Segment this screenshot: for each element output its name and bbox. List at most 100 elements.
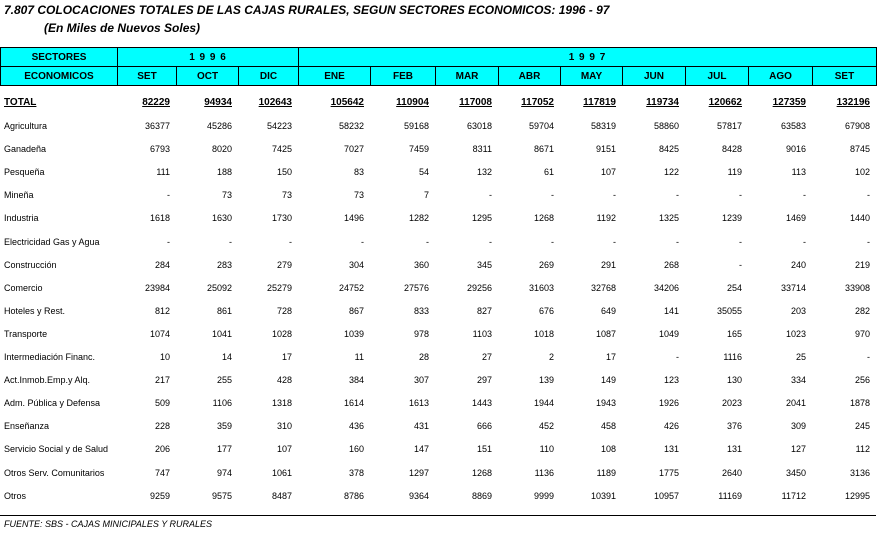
stub-header: ECONOMICOS	[0, 66, 118, 86]
value-cell: 36377	[144, 121, 170, 131]
value-cell: 108	[600, 444, 616, 455]
stub-header: SECTORES	[0, 47, 118, 67]
value-cell: 54	[418, 167, 429, 178]
value-cell: 82229	[142, 97, 170, 108]
value-cell: 676	[538, 305, 554, 316]
value-cell: 25279	[266, 282, 292, 293]
value-cell: -	[426, 236, 429, 247]
value-cell: 509	[154, 398, 170, 409]
value-cell: -	[551, 190, 554, 201]
row-label: Enseñanza	[4, 421, 50, 432]
value-cell: 378	[348, 467, 364, 478]
value-cell: 1496	[343, 213, 364, 224]
value-cell: -	[739, 259, 742, 270]
value-cell: 147	[413, 444, 429, 455]
row-label: Transporte	[4, 328, 48, 339]
value-cell: 1613	[408, 398, 429, 409]
value-cell: 2	[548, 352, 554, 362]
value-cell: 122	[663, 167, 679, 178]
value-cell: 297	[476, 375, 492, 386]
value-cell: 1730	[271, 213, 292, 224]
value-cell: 284	[154, 259, 170, 270]
value-cell: 1041	[211, 328, 232, 339]
value-cell: 309	[790, 421, 806, 432]
value-cell: 3136	[849, 467, 870, 478]
value-cell: 10957	[653, 490, 679, 501]
value-cell: 9016	[785, 144, 806, 155]
value-cell: 111	[156, 167, 170, 178]
value-cell: 151	[476, 444, 492, 455]
value-cell: 117052	[521, 97, 554, 108]
value-cell: 61	[543, 167, 554, 178]
total-label: TOTAL	[4, 97, 37, 108]
value-cell: 217	[154, 375, 170, 386]
value-cell: 59168	[403, 121, 429, 131]
column-header: JUN	[622, 66, 686, 86]
value-cell: 1061	[271, 467, 292, 478]
column-header: MAY	[560, 66, 623, 86]
value-cell: 33714	[780, 282, 806, 293]
value-cell: 1618	[149, 213, 170, 224]
value-cell: 1268	[533, 213, 554, 224]
value-cell: 1116	[723, 352, 742, 362]
value-cell: 268	[663, 259, 679, 270]
value-cell: 27576	[403, 282, 429, 293]
value-cell: 113	[791, 167, 806, 178]
column-header: SET	[117, 66, 177, 86]
value-cell: 827	[476, 305, 492, 316]
value-cell: 188	[216, 167, 232, 178]
value-cell: 117008	[459, 97, 492, 108]
value-cell: 33908	[844, 282, 870, 293]
value-cell: 1443	[471, 398, 492, 409]
value-cell: 12995	[844, 490, 870, 501]
value-cell: 206	[154, 444, 170, 455]
value-cell: 10391	[590, 490, 616, 501]
value-cell: 359	[216, 421, 232, 432]
value-cell: 27	[481, 352, 492, 362]
column-header: DIC	[238, 66, 299, 86]
row-label: Comercio	[4, 282, 43, 293]
value-cell: 345	[476, 259, 492, 270]
value-cell: 228	[154, 421, 170, 432]
value-cell: 384	[348, 375, 364, 386]
value-cell: -	[739, 236, 742, 247]
value-cell: 14	[221, 352, 232, 362]
value-cell: -	[676, 236, 679, 247]
value-cell: 426	[663, 421, 679, 432]
value-cell: 112	[855, 444, 870, 455]
value-cell: 11712	[781, 490, 806, 501]
column-header: FEB	[370, 66, 436, 86]
value-cell: 1614	[343, 398, 364, 409]
row-label: Ganadeña	[4, 144, 47, 155]
row-label: Pesqueña	[4, 167, 45, 178]
value-cell: 45286	[206, 121, 232, 131]
value-cell: 1943	[595, 398, 616, 409]
row-label: Mineña	[4, 190, 34, 201]
row-label: Construcción	[4, 259, 57, 270]
row-label: Hoteles y Rest.	[4, 305, 66, 316]
value-cell: -	[229, 236, 232, 247]
value-cell: 25	[795, 352, 806, 362]
value-cell: 279	[276, 259, 292, 270]
value-cell: 73	[281, 190, 292, 201]
value-cell: 132	[476, 167, 492, 178]
value-cell: -	[167, 236, 170, 247]
value-cell: 23984	[144, 282, 170, 293]
value-cell: -	[167, 190, 170, 201]
value-cell: 102643	[258, 97, 292, 108]
value-cell: 130	[726, 375, 742, 386]
value-cell: 203	[790, 305, 806, 316]
value-cell: -	[289, 236, 292, 247]
value-cell: 8869	[471, 490, 492, 501]
value-cell: 8671	[533, 144, 554, 155]
value-cell: 107	[276, 444, 292, 455]
value-cell: 149	[600, 375, 616, 386]
value-cell: 24752	[338, 282, 364, 293]
value-cell: 177	[216, 444, 232, 455]
value-cell: 1878	[849, 398, 870, 409]
value-cell: 1297	[408, 467, 429, 478]
value-cell: 127	[790, 444, 806, 455]
value-cell: 2041	[785, 398, 806, 409]
value-cell: 28	[418, 352, 429, 362]
value-cell: 282	[854, 305, 870, 316]
